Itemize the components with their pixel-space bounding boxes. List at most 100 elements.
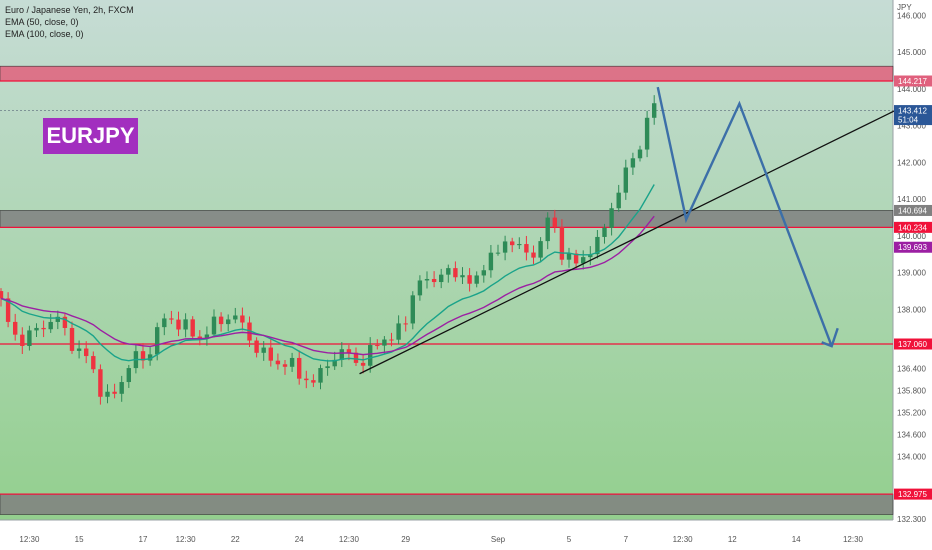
candle-body	[91, 356, 96, 370]
candle-body	[254, 340, 259, 353]
y-tick-label: 146.000	[897, 11, 926, 20]
candle-body	[20, 334, 25, 346]
candle-body	[268, 347, 273, 361]
candle-body	[446, 268, 451, 275]
candle-body	[41, 327, 46, 330]
candle-body	[623, 167, 628, 193]
x-axis-ticks: 12:30 15 17 12:30 22 24 12:30 29 Sep 5 7 12:30 12 14 1…	[19, 535, 863, 544]
legend-symbol[interactable]: Euro / Japanese Yen, 2h, FXCM	[5, 5, 134, 15]
drawings-layer	[359, 86, 896, 375]
y-tick-label: 138.000	[897, 305, 926, 314]
candle-body	[105, 391, 110, 397]
candle-body	[559, 226, 565, 260]
legend-ema-100[interactable]: EMA (100, close, 0)	[5, 29, 84, 39]
candle-body	[630, 158, 636, 168]
candle-body	[581, 257, 586, 264]
candle-body	[325, 366, 330, 369]
candle-body	[183, 319, 188, 330]
price-tag-label: 139.693	[898, 243, 927, 252]
candle-body	[0, 291, 4, 299]
y-tick-label: 134.000	[897, 452, 926, 461]
support-zone	[0, 210, 894, 228]
y-tick-label: 144.000	[897, 85, 926, 94]
candle-body	[609, 208, 614, 228]
y-tick-label: 141.000	[897, 195, 926, 204]
candle-body	[510, 241, 515, 246]
candle-body	[531, 252, 536, 258]
x-tick-label: 12:30	[19, 535, 40, 544]
candle-body	[112, 391, 117, 394]
candle-body	[353, 352, 359, 363]
price-tag-bg	[894, 488, 932, 500]
resistance-zone	[0, 65, 894, 82]
candle-body	[69, 327, 75, 351]
candle-body	[488, 252, 494, 271]
candle-body	[396, 323, 401, 340]
candle-body	[439, 274, 444, 283]
candle-body	[261, 347, 266, 353]
bottom-zone	[0, 493, 894, 515]
y-tick-label: 136.400	[897, 364, 926, 373]
candle-body	[247, 322, 252, 341]
candle-body	[346, 349, 352, 353]
candle-body	[467, 275, 472, 284]
y-tick-label: 132.300	[897, 515, 926, 524]
y-tick-label: 139.000	[897, 269, 926, 278]
candle-body	[410, 295, 415, 324]
x-tick-label: 12:30	[673, 535, 694, 544]
candle-body	[360, 362, 366, 366]
candle-body	[55, 316, 60, 322]
x-tick-label: 17	[139, 535, 148, 544]
candle-body	[453, 268, 458, 278]
ema50-line	[0, 184, 655, 362]
x-tick-label: 29	[401, 535, 410, 544]
candle-body	[126, 368, 131, 383]
price-tag-label: 137.060	[898, 340, 927, 349]
x-tick-label: 15	[75, 535, 84, 544]
y-tick-label: 135.200	[897, 408, 926, 417]
candle-body	[552, 217, 557, 227]
candle-body	[524, 244, 529, 253]
price-tag-bg	[894, 338, 932, 350]
candle-body	[297, 357, 302, 379]
candle-body	[240, 315, 245, 323]
legend-ema-50[interactable]: EMA (50, close, 0)	[5, 17, 79, 27]
candle-body	[34, 327, 39, 331]
ema-layer	[0, 184, 655, 362]
price-tag-countdown: 51:04	[898, 116, 919, 125]
candle-body	[616, 192, 621, 209]
x-tick-label: 12:30	[176, 535, 197, 544]
x-tick-label: 14	[792, 535, 801, 544]
candle-body	[637, 149, 643, 159]
candle-body	[5, 298, 11, 322]
projection-arrow-head	[821, 327, 839, 348]
price-tag-bg	[894, 75, 932, 87]
time-axis-panel	[0, 520, 893, 550]
candle-body	[573, 253, 579, 264]
candle-body	[98, 369, 103, 397]
candle-body	[602, 227, 607, 237]
candle-body	[62, 316, 68, 328]
candle-body	[304, 378, 309, 381]
candle-body	[460, 275, 465, 278]
price-tag-label: 140.694	[898, 206, 927, 215]
candle-body	[566, 253, 572, 260]
candle-body	[311, 380, 316, 383]
price-tag-label: 132.975	[898, 490, 927, 499]
candle-body	[538, 241, 543, 258]
y-tick-label: 145.000	[897, 48, 926, 57]
y-tick-label: 143.000	[897, 122, 926, 131]
price-tag-label: 143.412	[898, 107, 927, 116]
candle-body	[474, 275, 479, 284]
candle-body	[403, 323, 408, 325]
candle-body	[84, 348, 89, 357]
candle-body	[502, 241, 508, 253]
candle-body	[389, 339, 394, 341]
candle-body	[176, 319, 181, 330]
y-tick-label: 142.000	[897, 158, 926, 167]
candle-body	[318, 368, 323, 383]
candle-body	[226, 319, 231, 325]
x-tick-label: 12:30	[339, 535, 360, 544]
candle-body	[339, 349, 344, 360]
